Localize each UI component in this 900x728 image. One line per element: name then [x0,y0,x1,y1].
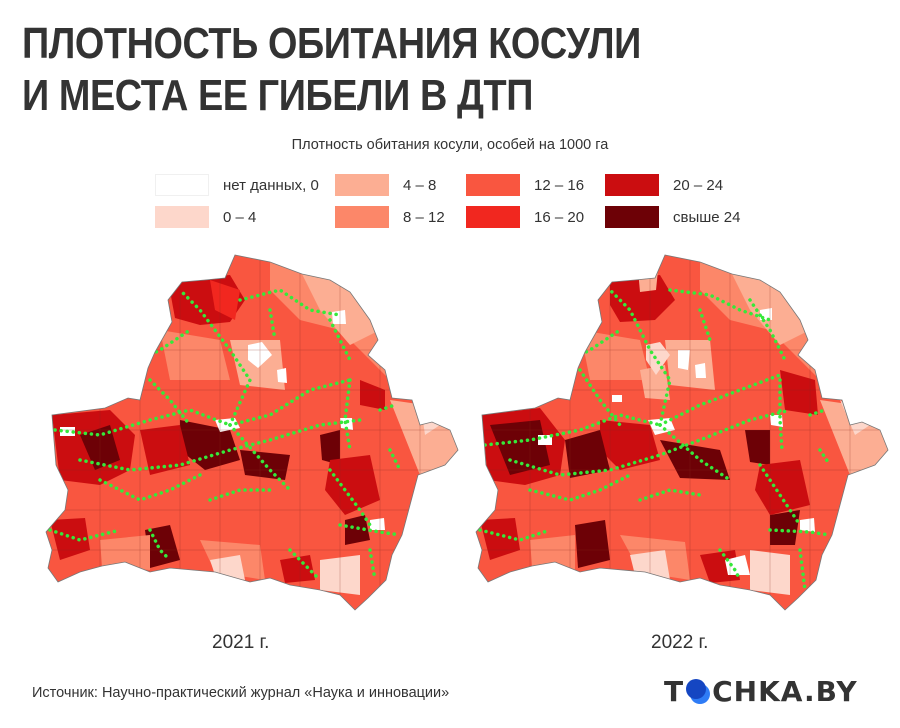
legend-label: 20 – 24 [673,176,724,194]
legend-swatch [466,174,520,196]
title-line-1: ПЛОТНОСТЬ ОБИТАНИЯ КОСУЛИ [22,19,641,68]
legend-item-4-8: 4 – 8 [335,174,436,196]
legend-swatch [155,206,209,228]
logo-text-right: CHKA.BY [712,674,858,708]
legend-swatch [466,206,520,228]
legend-label: свыше 24 [673,208,741,226]
legend-swatch [335,174,389,196]
legend-label: 0 – 4 [223,208,257,226]
map-2022 [470,250,890,620]
legend-label: 4 – 8 [403,176,437,194]
legend-label: 16 – 20 [534,208,585,226]
page-title: ПЛОТНОСТЬ ОБИТАНИЯ КОСУЛИ И МЕСТА ЕЕ ГИБ… [22,18,641,122]
legend-item-8-12: 8 – 12 [335,206,445,228]
legend-swatch [155,174,209,196]
year-label-2022: 2022 г. [651,632,709,653]
legend-title: Плотность обитания косули, особей на 100… [291,137,609,153]
title-line-2: И МЕСТА ЕЕ ГИБЕЛИ В ДТП [22,71,533,120]
year-label-2021: 2021 г. [212,632,270,653]
country-outline [45,254,459,611]
legend-item-no-data: нет данных, 0 [155,174,319,196]
legend-swatch [605,206,659,228]
legend-label: 12 – 16 [534,176,585,194]
tochka-logo: T CHKA.BY [664,674,858,708]
roadkill-dots-2021 [48,288,402,582]
legend-label: нет данных, 0 [223,176,319,194]
legend-item-12-16: 12 – 16 [466,174,584,196]
logo-text-left: T [664,674,685,708]
country-outline [475,254,889,611]
map-2021 [40,250,460,620]
source-note: Источник: Научно-практический журнал «На… [32,685,450,701]
legend-label: 8 – 12 [403,208,445,226]
legend: нет данных, 0 0 – 4 4 – 8 8 – 12 12 – 16… [155,174,765,234]
legend-swatch [335,206,389,228]
belarus-map-2021 [45,254,459,611]
legend-swatch [605,174,659,196]
logo-circle-icon [686,679,711,704]
legend-item-16-20: 16 – 20 [466,206,584,228]
legend-item-20-24: 20 – 24 [605,174,723,196]
legend-item-over-24: свыше 24 [605,206,740,228]
belarus-map-2022 [475,254,889,611]
legend-item-0-4: 0 – 4 [155,206,256,228]
